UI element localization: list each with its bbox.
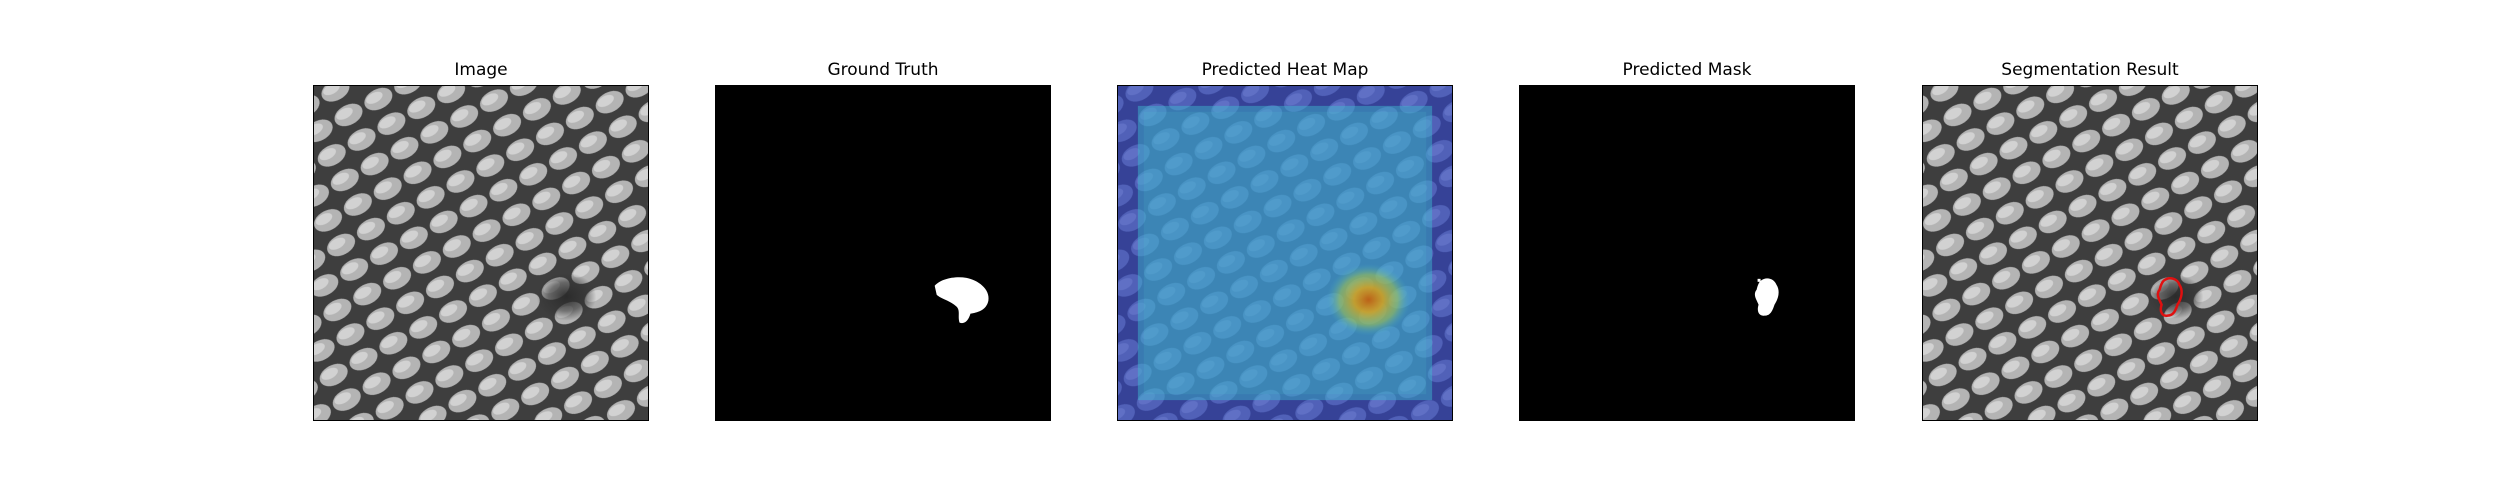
ground-truth-mask [716,86,1050,420]
panel-title: Segmentation Result [2001,60,2179,80]
panel-title: Ground Truth [827,60,939,80]
segmentation-overlay [1923,86,2257,420]
heat-map-image [1118,86,1452,420]
predicted-mask [1520,86,1854,420]
panel-title: Image [454,60,508,80]
image-frame [313,85,649,421]
heat-map-frame [1117,85,1453,421]
segmentation-result-frame [1922,85,2258,421]
texture-image [314,86,648,420]
panel-title: Predicted Heat Map [1201,60,1369,80]
ground-truth-frame [715,85,1051,421]
panel-title: Predicted Mask [1622,60,1752,80]
predicted-mask-frame [1519,85,1855,421]
